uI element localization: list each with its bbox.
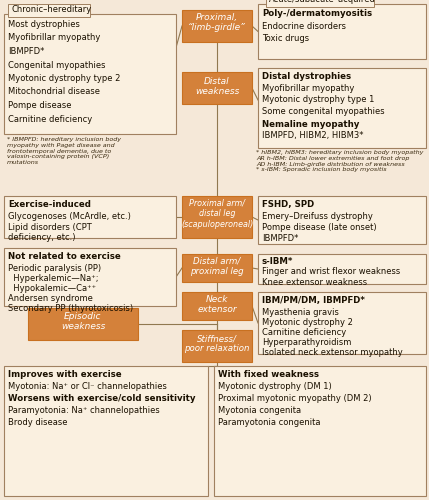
Text: Myotonia congenita: Myotonia congenita — [218, 406, 301, 415]
FancyBboxPatch shape — [4, 366, 208, 496]
Text: Not related to exercise: Not related to exercise — [8, 252, 121, 261]
Text: Myotonic dystrophy (DM 1): Myotonic dystrophy (DM 1) — [218, 382, 332, 391]
FancyBboxPatch shape — [182, 196, 252, 238]
Text: Congenital myopathies: Congenital myopathies — [8, 60, 106, 70]
Text: Paramyotonia congenita: Paramyotonia congenita — [218, 418, 320, 427]
Text: Knee extensor weakness: Knee extensor weakness — [262, 278, 367, 287]
Text: IBMPFD*: IBMPFD* — [8, 47, 44, 56]
Text: Episodic
weakness: Episodic weakness — [61, 312, 105, 332]
FancyBboxPatch shape — [8, 4, 90, 17]
Text: FSHD, SPD: FSHD, SPD — [262, 200, 314, 209]
FancyBboxPatch shape — [28, 308, 138, 340]
FancyBboxPatch shape — [258, 292, 426, 354]
Text: Acute/subacute–acquired: Acute/subacute–acquired — [269, 0, 376, 4]
Text: Carnitine deficiency: Carnitine deficiency — [8, 114, 92, 124]
Text: IBMPFD*: IBMPFD* — [262, 234, 299, 243]
Text: Proximal,
“limb-girdle”: Proximal, “limb-girdle” — [188, 13, 246, 32]
Text: Paramyotonia: Na⁺ channelopathies: Paramyotonia: Na⁺ channelopathies — [8, 406, 160, 415]
Text: Myotonic dystrophy type 1: Myotonic dystrophy type 1 — [262, 96, 375, 104]
FancyBboxPatch shape — [4, 14, 176, 134]
Text: Carnitine deficiency: Carnitine deficiency — [262, 328, 346, 337]
Text: Hyperparathyroidism: Hyperparathyroidism — [262, 338, 351, 347]
Text: Myotonic dystrophy type 2: Myotonic dystrophy type 2 — [8, 74, 121, 83]
Text: Improves with exercise: Improves with exercise — [8, 370, 122, 379]
Text: IBMPFD, HIBM2, HIBM3*: IBMPFD, HIBM2, HIBM3* — [262, 131, 363, 140]
Text: Some congenital myopathies: Some congenital myopathies — [262, 107, 385, 116]
Text: Secondary PP (thyrotoxicosis): Secondary PP (thyrotoxicosis) — [8, 304, 133, 313]
Text: Neck
extensor: Neck extensor — [197, 295, 237, 314]
Text: Hyperkalemic—Na⁺;: Hyperkalemic—Na⁺; — [8, 274, 99, 283]
Text: Chronic–hereditary: Chronic–hereditary — [11, 5, 91, 14]
FancyBboxPatch shape — [258, 254, 426, 284]
FancyBboxPatch shape — [182, 72, 252, 104]
Text: Myotonic dystrophy 2: Myotonic dystrophy 2 — [262, 318, 353, 327]
Text: Myofibrillar myopathy: Myofibrillar myopathy — [262, 84, 354, 93]
FancyBboxPatch shape — [266, 0, 374, 7]
FancyBboxPatch shape — [4, 248, 176, 306]
Text: deficiency, etc.): deficiency, etc.) — [8, 233, 76, 242]
Text: Pompe disease (late onset): Pompe disease (late onset) — [262, 223, 377, 232]
Text: Isolated neck extensor myopathy: Isolated neck extensor myopathy — [262, 348, 403, 357]
Text: Distal dystrophies: Distal dystrophies — [262, 72, 351, 81]
Text: With fixed weakness: With fixed weakness — [218, 370, 319, 379]
Text: Exercise-induced: Exercise-induced — [8, 200, 91, 209]
FancyBboxPatch shape — [258, 68, 426, 148]
Text: Worsens with exercise/cold sensitivity: Worsens with exercise/cold sensitivity — [8, 394, 196, 403]
Text: Periodic paralysis (PP): Periodic paralysis (PP) — [8, 264, 101, 273]
Text: * hIBM2, hIBM3: hereditary inclusion body myopathy
AR h-IBM: Distal lower extrem: * hIBM2, hIBM3: hereditary inclusion bod… — [256, 150, 423, 172]
Text: Poly-/dermatomyositis: Poly-/dermatomyositis — [262, 9, 372, 18]
Text: Andersen syndrome: Andersen syndrome — [8, 294, 93, 303]
FancyBboxPatch shape — [182, 292, 252, 320]
Text: Myasthenia gravis: Myasthenia gravis — [262, 308, 339, 317]
Text: Distal arm/
proximal leg: Distal arm/ proximal leg — [190, 257, 244, 276]
Text: Distal
weakness: Distal weakness — [195, 77, 239, 96]
Text: Toxic drugs: Toxic drugs — [262, 34, 309, 43]
Text: Myofibrillar myopathy: Myofibrillar myopathy — [8, 34, 100, 42]
Text: * IBMPFD: hereditary inclusion body
myopathy with Paget disease and
frontotempor: * IBMPFD: hereditary inclusion body myop… — [7, 137, 121, 165]
Text: Endocrine disorders: Endocrine disorders — [262, 22, 346, 31]
FancyBboxPatch shape — [182, 254, 252, 282]
Text: Most dystrophies: Most dystrophies — [8, 20, 80, 29]
FancyBboxPatch shape — [182, 330, 252, 362]
Text: Lipid disorders (CPT: Lipid disorders (CPT — [8, 222, 92, 232]
Text: Mitochondrial disease: Mitochondrial disease — [8, 88, 100, 96]
FancyBboxPatch shape — [182, 10, 252, 42]
Text: Proximal myotonic myopathy (DM 2): Proximal myotonic myopathy (DM 2) — [218, 394, 372, 403]
FancyBboxPatch shape — [4, 196, 176, 238]
FancyBboxPatch shape — [258, 196, 426, 244]
Text: Stiffness/
poor relaxation: Stiffness/ poor relaxation — [184, 334, 250, 353]
FancyBboxPatch shape — [214, 366, 426, 496]
Text: IBM/PM/DM, IBMPFD*: IBM/PM/DM, IBMPFD* — [262, 296, 365, 305]
Text: Hypokalemic—Ca⁺⁺: Hypokalemic—Ca⁺⁺ — [8, 284, 96, 293]
Text: Proximal arm/
distal leg
(scapuloperoneal): Proximal arm/ distal leg (scapuloperonea… — [181, 199, 253, 229]
Text: Emery–Dreifuss dystrophy: Emery–Dreifuss dystrophy — [262, 212, 373, 221]
Text: Finger and wrist flexor weakness: Finger and wrist flexor weakness — [262, 267, 400, 276]
Text: Myotonia: Na⁺ or Cl⁻ channelopathies: Myotonia: Na⁺ or Cl⁻ channelopathies — [8, 382, 167, 391]
Text: Brody disease: Brody disease — [8, 418, 67, 427]
FancyBboxPatch shape — [258, 4, 426, 59]
Text: s-IBM*: s-IBM* — [262, 257, 293, 266]
Text: Glycogenoses (McArdle, etc.): Glycogenoses (McArdle, etc.) — [8, 212, 131, 221]
Text: Nemaline myopathy: Nemaline myopathy — [262, 120, 360, 129]
Text: Pompe disease: Pompe disease — [8, 101, 72, 110]
